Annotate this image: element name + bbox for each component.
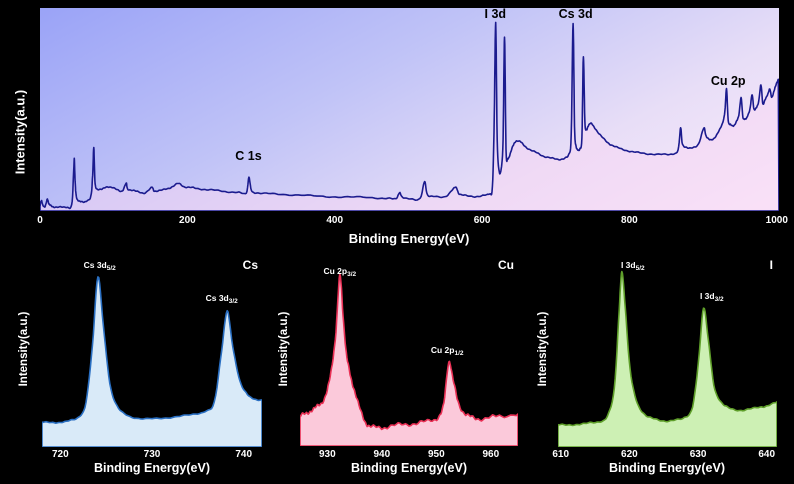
x-tick-label: 620 bbox=[621, 449, 638, 460]
cu-x-axis-label: Binding Energy(eV) bbox=[351, 461, 467, 475]
peak-label: I 3d bbox=[484, 7, 507, 21]
x-tick-label: 600 bbox=[473, 215, 491, 226]
x-tick-label: 800 bbox=[621, 215, 638, 226]
x-tick-label: 720 bbox=[51, 449, 69, 460]
i-plot-area: I 3d5/2 I 3d3/2 I bbox=[558, 253, 777, 447]
survey-x-ticks: 0 200 400 600 800 1000 bbox=[37, 215, 788, 229]
x-tick-label: 630 bbox=[689, 449, 707, 460]
x-tick-label: 640 bbox=[758, 449, 776, 460]
cs-x-ticks: 720 730 740 bbox=[42, 449, 262, 463]
x-tick-label: 400 bbox=[326, 215, 344, 226]
peak-label: I 3d3/2 bbox=[699, 290, 724, 303]
cs-spectrum-curve bbox=[42, 276, 262, 447]
i-x-ticks: 610 620 630 640 bbox=[552, 449, 777, 463]
peak-label: Cs 3d bbox=[558, 7, 593, 21]
peak-label: Cu 2p bbox=[710, 74, 746, 88]
x-tick-label: 610 bbox=[552, 449, 570, 460]
cs-y-axis-label: Intensity(a.u.) bbox=[18, 311, 30, 387]
cs-x-axis-label: Binding Energy(eV) bbox=[94, 461, 210, 475]
cs-panel-label: Cs bbox=[242, 258, 258, 272]
x-tick-label: 0 bbox=[37, 215, 43, 226]
cu-spectrum-curve bbox=[300, 273, 518, 446]
survey-y-axis-label: Intensity(a.u.) bbox=[12, 89, 28, 175]
survey-plot-area: C 1s I 3d Cs 3d Cu 2p bbox=[40, 8, 779, 211]
peak-label: Cs 3d5/2 bbox=[83, 259, 116, 272]
i-panel-label: I bbox=[769, 258, 773, 272]
x-tick-label: 940 bbox=[373, 449, 391, 460]
x-tick-label: 950 bbox=[427, 449, 445, 460]
x-tick-label: 200 bbox=[179, 215, 196, 226]
x-tick-label: 730 bbox=[143, 449, 161, 460]
i-spectrum-curve bbox=[558, 270, 777, 447]
cu-y-axis-label: Intensity(a.u.) bbox=[278, 311, 290, 387]
peak-label: I 3d5/2 bbox=[620, 259, 645, 272]
cs-plot-area: Cs 3d5/2 Cs 3d3/2 Cs bbox=[42, 253, 262, 447]
cu-panel-label: Cu bbox=[498, 258, 514, 272]
survey-x-axis-label: Binding Energy(eV) bbox=[348, 231, 470, 246]
survey-spectrum-curve bbox=[40, 21, 779, 211]
cu-plot-area: Cu 2p3/2 Cu 2p1/2 Cu bbox=[300, 253, 518, 446]
x-tick-label: 960 bbox=[482, 449, 500, 460]
peak-label: C 1s bbox=[235, 149, 262, 164]
peak-label: Cs 3d3/2 bbox=[205, 292, 238, 305]
x-tick-label: 930 bbox=[318, 449, 336, 460]
peak-label: Cu 2p3/2 bbox=[323, 265, 357, 278]
x-tick-label: 740 bbox=[235, 449, 253, 460]
cu-x-ticks: 930 940 950 960 bbox=[300, 449, 518, 463]
i-x-axis-label: Binding Energy(eV) bbox=[609, 461, 725, 475]
i-y-axis-label: Intensity(a.u.) bbox=[537, 311, 549, 387]
peak-label: Cu 2p1/2 bbox=[430, 344, 464, 357]
x-tick-label: 1000 bbox=[765, 215, 788, 226]
